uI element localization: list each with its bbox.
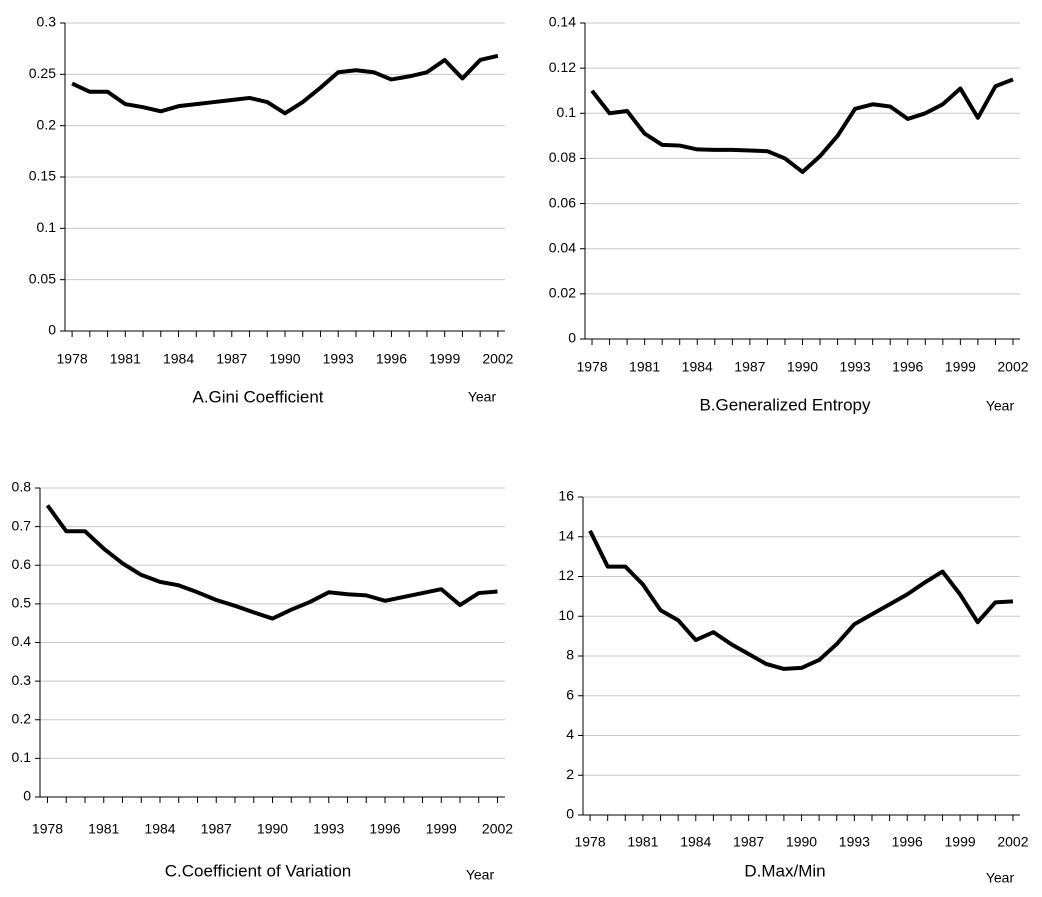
x-tick-label: 1996 <box>369 821 400 837</box>
x-tick-label: 1981 <box>88 821 119 837</box>
x-tick-label: 1999 <box>429 351 460 367</box>
y-tick-label: 10 <box>558 607 574 623</box>
x-tick-label: 2002 <box>997 834 1028 850</box>
y-tick-label: 0.2 <box>37 116 57 132</box>
data-line <box>45 504 498 621</box>
panel-title: A.Gini Coefficient <box>192 387 323 406</box>
x-tick-label: 1984 <box>163 351 194 367</box>
x-axis-label: Year <box>986 398 1015 414</box>
y-tick-label: 8 <box>566 647 574 663</box>
y-tick-label: 0.1 <box>37 219 57 235</box>
x-tick-label: 1984 <box>682 359 713 375</box>
x-tick-label: 1978 <box>57 351 88 367</box>
y-tick-label: 0.14 <box>549 14 576 30</box>
x-tick-label: 1981 <box>110 351 141 367</box>
x-tick-label: 1996 <box>376 351 407 367</box>
y-tick-label: 0.25 <box>29 65 56 81</box>
panel-title: C.Coefficient of Variation <box>165 861 351 880</box>
data-line <box>588 529 1014 671</box>
y-tick-label: 0.3 <box>37 14 57 30</box>
x-tick-label: 1987 <box>733 834 764 850</box>
x-tick-label: 1993 <box>323 351 354 367</box>
y-tick-label: 0 <box>23 788 31 804</box>
x-tick-label: 1993 <box>840 359 871 375</box>
x-tick-label: 1996 <box>892 834 923 850</box>
y-tick-label: 0.15 <box>29 168 56 184</box>
x-tick-label: 1987 <box>201 821 232 837</box>
y-tick-label: 0.3 <box>12 672 32 688</box>
y-tick-label: 6 <box>566 686 574 702</box>
y-tick-label: 0.06 <box>549 194 576 210</box>
y-tick-label: 16 <box>558 488 574 504</box>
y-tick-label: 0.02 <box>549 285 576 301</box>
y-tick-label: 0.6 <box>12 556 32 572</box>
y-tick-label: 0 <box>48 322 56 338</box>
x-tick-label: 1987 <box>734 359 765 375</box>
x-tick-label: 1981 <box>627 834 658 850</box>
x-tick-label: 1978 <box>574 834 605 850</box>
y-tick-label: 4 <box>566 726 574 742</box>
x-tick-label: 1999 <box>945 834 976 850</box>
x-tick-label: 1993 <box>839 834 870 850</box>
x-tick-label: 1999 <box>945 359 976 375</box>
x-tick-label: 1981 <box>629 359 660 375</box>
x-tick-label: 1984 <box>680 834 711 850</box>
x-tick-label: 1990 <box>787 359 818 375</box>
y-tick-label: 0.04 <box>549 239 576 255</box>
x-tick-label: 1996 <box>892 359 923 375</box>
data-line <box>71 53 499 116</box>
y-tick-label: 0.12 <box>549 59 576 75</box>
x-tick-label: 1987 <box>216 351 247 367</box>
x-tick-label: 2002 <box>997 359 1028 375</box>
x-tick-label: 1978 <box>32 821 63 837</box>
x-axis-label: Year <box>468 389 497 405</box>
y-tick-label: 0.1 <box>557 104 577 120</box>
x-tick-label: 1990 <box>269 351 300 367</box>
y-tick-label: 12 <box>558 567 574 583</box>
y-tick-label: 0.2 <box>12 710 32 726</box>
x-tick-label: 1984 <box>144 821 175 837</box>
x-tick-label: 1993 <box>313 821 344 837</box>
y-tick-label: 0.8 <box>12 479 32 495</box>
y-tick-label: 0.1 <box>12 749 32 765</box>
x-tick-label: 1978 <box>576 359 607 375</box>
x-axis-label: Year <box>986 870 1015 886</box>
x-tick-label: 2002 <box>482 351 513 367</box>
x-tick-label: 1990 <box>786 834 817 850</box>
y-tick-label: 0 <box>566 806 574 822</box>
y-tick-label: 0.7 <box>12 517 32 533</box>
y-tick-label: 0.5 <box>12 595 32 611</box>
x-axis-label: Year <box>466 867 495 883</box>
y-tick-label: 2 <box>566 766 574 782</box>
y-tick-label: 0.08 <box>549 149 576 165</box>
x-tick-label: 1999 <box>426 821 457 837</box>
y-tick-label: 0 <box>568 330 576 346</box>
x-tick-label: 2002 <box>482 821 513 837</box>
panel-title: D.Max/Min <box>744 861 825 880</box>
x-tick-label: 1990 <box>257 821 288 837</box>
y-tick-label: 0.4 <box>12 633 32 649</box>
data-line <box>590 77 1014 174</box>
panel-title: B.Generalized Entropy <box>699 395 871 414</box>
y-tick-label: 0.05 <box>29 270 56 286</box>
y-tick-label: 14 <box>558 527 574 543</box>
